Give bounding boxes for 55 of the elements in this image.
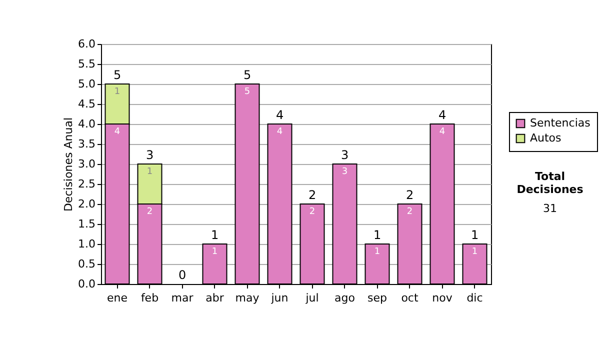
y-tick-label: 5.0 [78, 78, 96, 90]
y-tick-label: 2.5 [78, 178, 96, 190]
data-label: 4 [439, 127, 446, 137]
data-label: 2 [146, 207, 153, 217]
data-label: 4 [276, 127, 283, 137]
x-tick-label: nov [432, 292, 453, 304]
data-label: 1 [212, 247, 218, 257]
x-tick-label: mar [171, 292, 194, 304]
x-tick-label: dic [466, 292, 483, 304]
text: 31 [542, 202, 558, 215]
total-label: 1 [373, 228, 382, 242]
y-tick-label: 4.0 [78, 118, 96, 130]
x-tick-label: oct [401, 292, 419, 304]
total-label: 5 [243, 68, 252, 82]
total-label: 5 [113, 68, 122, 82]
total-label: 1 [470, 228, 479, 242]
text: Total Decisiones [516, 170, 584, 196]
legend-label: Autos [530, 132, 562, 144]
total-label: 2 [308, 188, 316, 202]
data-label: 1 [374, 247, 380, 257]
data-label: 1 [114, 87, 120, 97]
x-tick-label: abr [206, 292, 224, 304]
total-label: 4 [276, 108, 284, 122]
y-tick-label: 3.5 [78, 138, 96, 150]
total-label: 3 [146, 148, 154, 162]
data-label: 3 [342, 167, 348, 177]
y-tick-label: 5.5 [78, 58, 96, 70]
y-axis-title: Decisiones Anual [62, 117, 76, 212]
x-tick-label: jul [304, 292, 319, 304]
total-label: 0 [178, 268, 186, 282]
data-label: 1 [472, 247, 478, 257]
x-tick-label: ene [106, 292, 128, 304]
data-label: 2 [406, 207, 413, 217]
legend-label: Sentencias [530, 116, 591, 130]
x-tick-label: sep [368, 292, 388, 304]
total-label: 3 [340, 148, 349, 162]
y-tick-label: 3.0 [78, 158, 96, 170]
data-label: 2 [309, 207, 316, 217]
total-label: 1 [210, 228, 219, 242]
y-tick-label: 2.0 [78, 198, 96, 210]
x-tick-label: feb [140, 292, 159, 304]
y-tick-label: 4.5 [78, 98, 96, 110]
data-label: 1 [146, 167, 153, 177]
y-tick-label: 0.5 [78, 258, 96, 270]
total-label: 4 [438, 108, 446, 122]
y-tick-label: 0.0 [78, 278, 96, 290]
data-label: 5 [244, 87, 250, 97]
y-tick-label: 1.5 [78, 218, 96, 230]
data-label: 4 [114, 127, 120, 137]
y-tick-label: 6.0 [78, 38, 96, 50]
x-tick-label: may [235, 292, 260, 304]
x-tick-label: jun [270, 292, 288, 304]
y-tick-label: 1.0 [78, 238, 96, 250]
total-label: 2 [406, 188, 414, 202]
x-tick-label: ago [334, 292, 356, 304]
